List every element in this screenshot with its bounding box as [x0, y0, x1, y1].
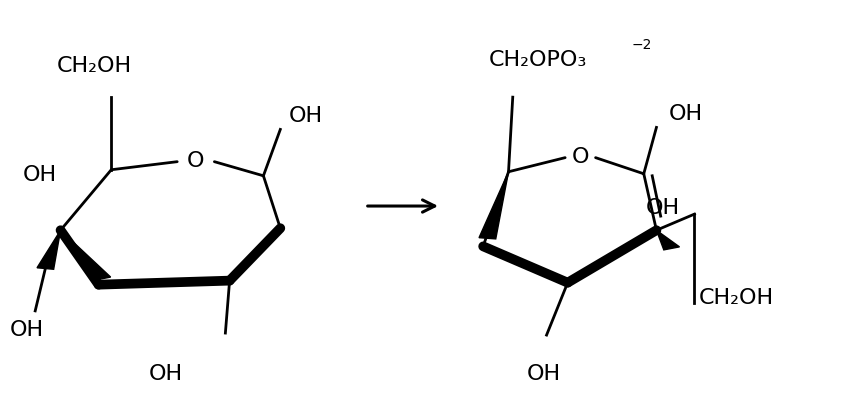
Text: O: O: [187, 150, 204, 170]
Text: OH: OH: [645, 197, 679, 217]
Text: OH: OH: [10, 319, 44, 339]
Text: CH₂OH: CH₂OH: [699, 287, 774, 307]
Text: OH: OH: [527, 363, 561, 384]
Text: OH: OH: [289, 106, 323, 126]
Text: OH: OH: [149, 363, 183, 384]
Polygon shape: [656, 231, 679, 250]
Text: OH: OH: [22, 164, 57, 184]
Polygon shape: [60, 231, 110, 281]
Polygon shape: [37, 231, 60, 270]
Text: CH₂OH: CH₂OH: [57, 56, 132, 76]
Text: CH₂OPO₃: CH₂OPO₃: [489, 50, 588, 70]
Text: −2: −2: [631, 37, 651, 51]
Text: O: O: [572, 146, 589, 166]
Polygon shape: [479, 173, 509, 239]
Text: OH: OH: [669, 104, 703, 124]
